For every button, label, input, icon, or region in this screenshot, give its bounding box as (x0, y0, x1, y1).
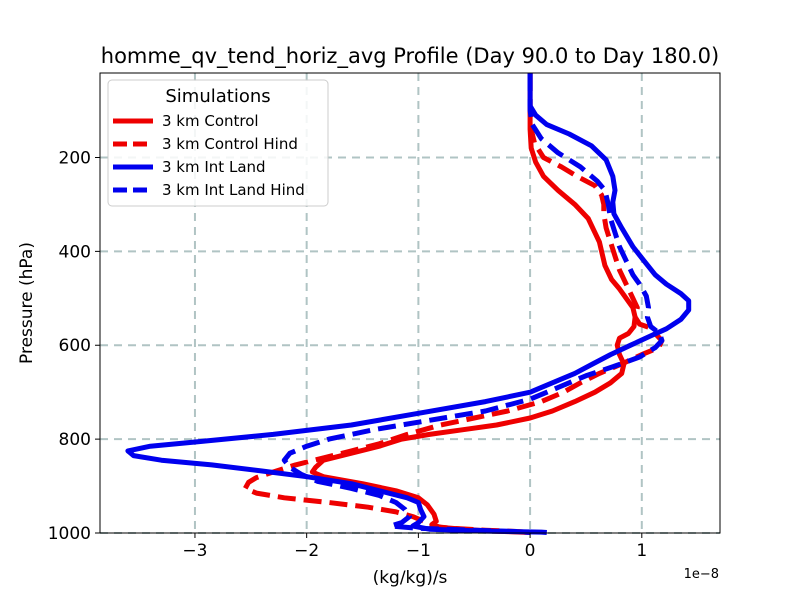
legend-label: 3 km Int Land Hind (162, 181, 305, 199)
y-axis-label: Pressure (hPa) (17, 242, 37, 364)
series-line-3-km-int-land-hind (281, 73, 665, 535)
series-lines (125, 73, 692, 535)
series-line-3-km-control (309, 73, 638, 535)
x-tick-label: 1 (636, 541, 647, 561)
x-tick-label: 0 (525, 541, 536, 561)
x-axis-label: (kg/kg)/s (373, 568, 448, 588)
y-tick-label: 400 (59, 242, 91, 262)
y-axis: 200 400 600 800 1000 (48, 148, 100, 544)
plot-frame (99, 72, 721, 534)
chart-title: homme_qv_tend_horiz_avg Profile (Day 90.… (101, 44, 719, 69)
series-line-3-km-control-hind (242, 73, 665, 535)
series-line-3-km-int-land (125, 73, 692, 535)
x-offset-label: 1e−8 (684, 567, 719, 582)
legend-box (107, 79, 329, 207)
legend-title: Simulations (165, 86, 270, 107)
y-tick-label: 800 (59, 430, 91, 450)
legend-label: 3 km Int Land (162, 158, 266, 176)
y-tick-label: 200 (59, 148, 91, 168)
x-tick-label: −2 (294, 541, 319, 561)
x-tick-label: −1 (406, 541, 431, 561)
y-tick-label: 600 (59, 336, 91, 356)
x-axis: −3 −2 −1 0 1 (182, 533, 647, 561)
legend-label: 3 km Control Hind (162, 135, 298, 153)
legend: Simulations 3 km Control 3 km Control Hin… (107, 79, 329, 207)
legend-label: 3 km Control (162, 112, 259, 130)
x-tick-label: −3 (182, 541, 207, 561)
y-tick-label: 1000 (48, 524, 91, 544)
